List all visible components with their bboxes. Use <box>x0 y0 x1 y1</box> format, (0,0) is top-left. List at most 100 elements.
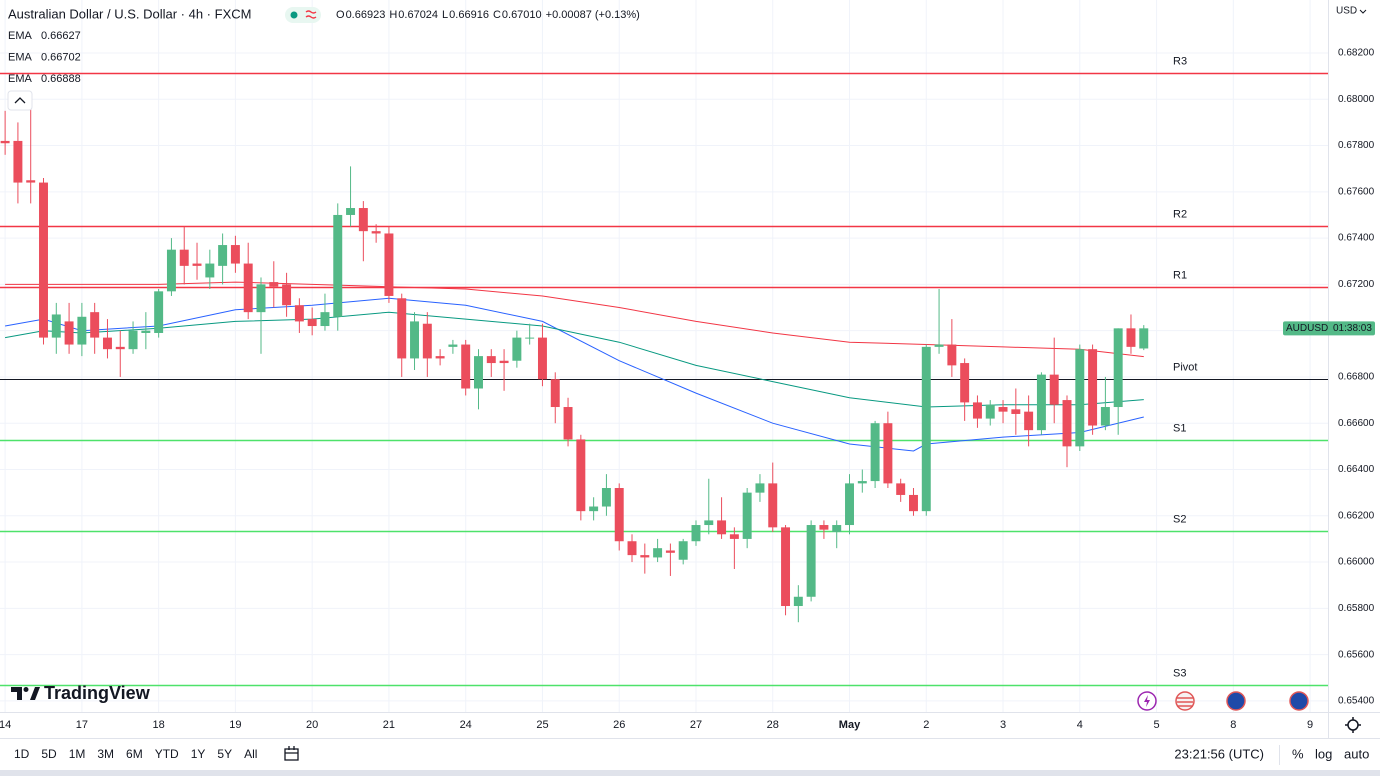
us-flag-icon[interactable] <box>1175 691 1195 711</box>
candle-body <box>589 506 599 512</box>
pivot-label: Pivot <box>1173 361 1197 373</box>
candle-body <box>845 483 854 526</box>
x-tick-label: 9 <box>1307 719 1313 731</box>
candle-body <box>346 208 356 215</box>
candle-body <box>921 346 931 512</box>
candles <box>0 99 1149 623</box>
y-tick-label: 0.66000 <box>1338 557 1375 568</box>
au-flag-icon[interactable] <box>1226 691 1246 711</box>
x-tick-label: 24 <box>460 719 472 731</box>
x-tick-label: 27 <box>690 719 702 731</box>
candle-body <box>269 282 279 287</box>
calendar <box>284 748 299 761</box>
pivot-label: S2 <box>1173 513 1186 525</box>
scale-option[interactable]: log <box>1315 746 1332 761</box>
candle-body <box>704 520 714 526</box>
range-button[interactable]: YTD <box>155 747 179 761</box>
range-button[interactable]: All <box>244 747 257 761</box>
candle-body <box>218 245 228 266</box>
candle-body <box>39 182 48 338</box>
candle-body <box>755 483 765 493</box>
currency-caret <box>1359 9 1367 14</box>
candle-body <box>909 494 918 512</box>
range-button[interactable]: 3M <box>97 747 114 761</box>
candle-body <box>768 483 778 528</box>
axes: 0.65400 0.65600 0.65800 0.66000 0.66200 0.664… <box>0 48 1375 731</box>
candle-body <box>371 231 381 234</box>
range-button[interactable]: 1M <box>69 747 86 761</box>
candle-body <box>896 483 906 495</box>
bottom-toolbar: 1D 5D 1M 3M 6M YTD 1Y 5Y All% log auto <box>14 746 1369 761</box>
candle-body <box>166 249 176 292</box>
ohlc-header: O 0.66923 H 0.67024 L 0.66916 C 0.67010 +0.00087… <box>336 9 640 21</box>
candle-body <box>883 423 893 484</box>
y-tick-label: 0.65400 <box>1338 696 1375 707</box>
candle-body <box>115 346 125 350</box>
header-icons <box>285 7 321 23</box>
y-tick-label: 0.65600 <box>1338 649 1375 660</box>
x-tick-label: 2 <box>923 719 929 731</box>
candle-body <box>320 312 330 327</box>
candle-body <box>333 214 343 317</box>
y-tick-label: 0.66800 <box>1338 372 1375 383</box>
settings-icon[interactable] <box>1345 717 1361 733</box>
ohlc-key: C <box>493 9 501 21</box>
candle-body <box>717 520 727 535</box>
pivot-label: S3 <box>1173 667 1186 679</box>
scale-option[interactable]: % <box>1292 746 1304 761</box>
x-tick-label: 25 <box>536 719 548 731</box>
candle-body <box>601 488 611 507</box>
range-button[interactable]: 1D <box>14 747 30 761</box>
candle-body <box>1011 409 1021 414</box>
candle-body <box>972 402 982 419</box>
candle-body <box>947 344 957 366</box>
candle-body <box>448 344 458 347</box>
x-tick-label: 3 <box>1000 719 1006 731</box>
candle-body <box>793 596 803 607</box>
ema-line <box>5 281 1144 358</box>
candle-body <box>179 249 189 266</box>
candle-body <box>640 555 650 558</box>
legend-name: EMA <box>8 51 33 63</box>
range-button[interactable]: 1Y <box>191 747 206 761</box>
candle-body <box>486 356 496 364</box>
date-range-icon[interactable] <box>284 746 299 761</box>
candle-body <box>90 312 100 338</box>
range-button[interactable]: 6M <box>126 747 143 761</box>
event-bolt <box>1144 695 1150 707</box>
candle-body <box>499 360 509 364</box>
candle-body <box>781 527 791 607</box>
candle-body <box>192 263 202 266</box>
candle-body <box>1088 349 1098 426</box>
scale-option[interactable]: auto <box>1344 746 1369 761</box>
symbol-label: AUDUSD <box>1286 323 1328 334</box>
legend-value: 0.66627 <box>41 30 81 42</box>
candle-body <box>857 481 867 484</box>
calendar-top <box>285 746 298 754</box>
candle-body <box>474 356 483 389</box>
candle-body <box>154 291 164 333</box>
collapse-button[interactable] <box>7 90 33 111</box>
candle-body <box>1062 400 1072 447</box>
candle-body <box>0 140 10 144</box>
currency-label[interactable]: USD <box>1336 6 1357 17</box>
y-tick-label: 0.67800 <box>1338 140 1375 151</box>
y-tick-label: 0.67200 <box>1338 279 1375 290</box>
candle-body <box>627 541 637 556</box>
candle-body <box>1024 411 1034 431</box>
event-icons <box>1137 691 1309 711</box>
candle-body <box>512 337 522 361</box>
status-pill[interactable] <box>285 7 321 23</box>
candle-body <box>832 525 842 532</box>
y-tick-label: 0.66400 <box>1338 464 1375 475</box>
range-button[interactable]: 5D <box>41 747 57 761</box>
legend-value: 0.66888 <box>41 73 81 85</box>
candle-body <box>665 550 675 553</box>
x-tick-label: 19 <box>229 719 241 731</box>
data-delay-icon <box>305 10 317 19</box>
candle-body <box>397 298 407 359</box>
au-flag-icon[interactable] <box>1289 691 1309 711</box>
candle-body <box>461 344 471 389</box>
range-button[interactable]: 5Y <box>217 747 232 761</box>
legend-value: 0.66702 <box>41 51 81 63</box>
